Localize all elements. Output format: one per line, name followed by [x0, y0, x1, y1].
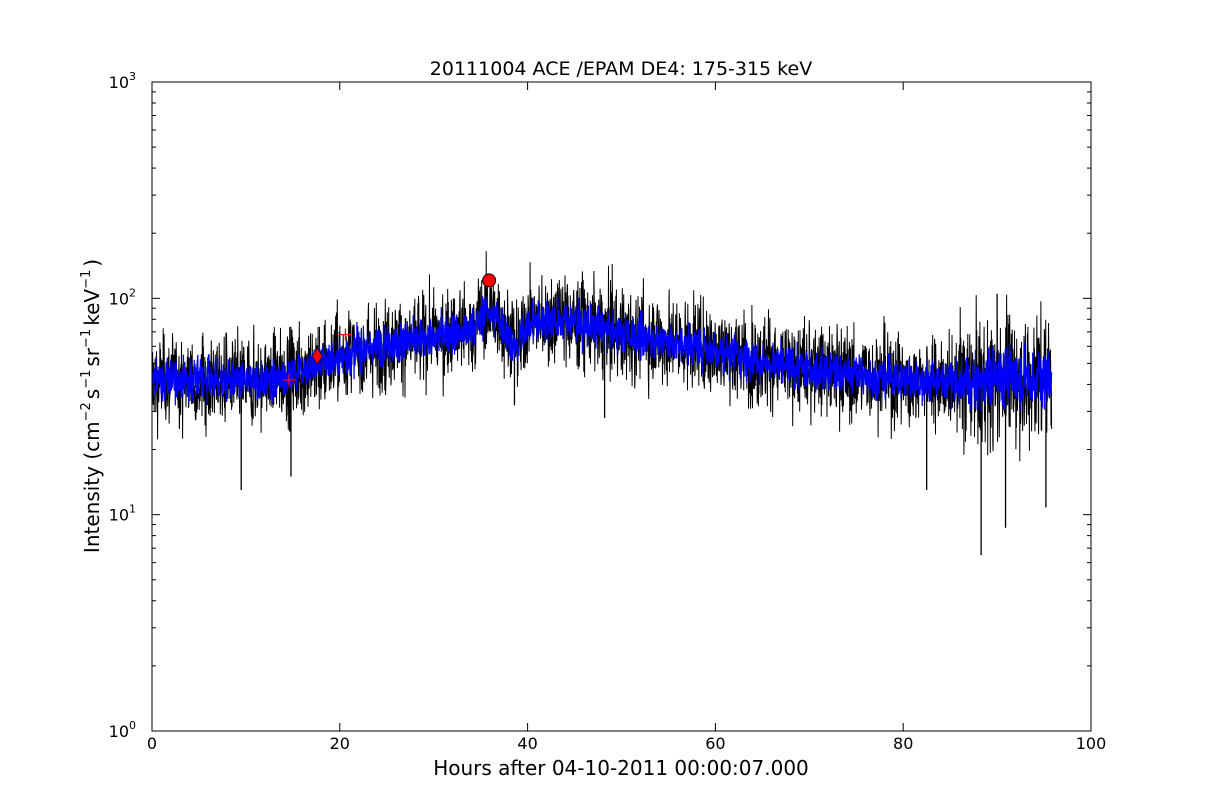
- y-label-sr: sr: [80, 347, 104, 366]
- y-tick-label: 103: [109, 70, 136, 92]
- y-tick-label: 100: [109, 719, 136, 741]
- plot-frame: [151, 81, 1092, 732]
- y-label-sup-3: −1: [79, 329, 94, 348]
- diamond-marker: [311, 347, 323, 365]
- y-label-suffix: ): [80, 259, 104, 267]
- y-label-s: s: [80, 389, 104, 399]
- y-label-sup-2: −1: [79, 370, 94, 389]
- chart-title: 20111004 ACE /EPAM DE4: 175-315 keV: [430, 58, 812, 80]
- y-label-prefix: Intensity (cm: [80, 421, 104, 553]
- x-tick-label: 40: [517, 734, 537, 753]
- circle-marker: [482, 273, 497, 288]
- marker-layer: [283, 273, 497, 386]
- y-label-sup-4: −1: [79, 270, 94, 289]
- x-axis-ticks: 0 20 40 60 80 100: [147, 82, 1106, 753]
- x-tick-label: 80: [893, 734, 913, 753]
- series-smoothed-line: [152, 295, 1053, 412]
- x-tick-label: 100: [1076, 734, 1107, 753]
- x-tick-label: 20: [330, 734, 350, 753]
- x-tick-label: 0: [147, 734, 157, 753]
- y-axis-label: Intensity (cm−2s−1sr−1keV−1): [79, 259, 104, 553]
- series-layer: [152, 251, 1053, 556]
- y-axis-ticks: 100 101 102 103: [109, 70, 1091, 741]
- y-label-kev: keV: [80, 289, 104, 326]
- y-tick-label: 102: [109, 286, 136, 308]
- x-axis-label: Hours after 04-10-2011 00:00:07.000: [433, 756, 809, 780]
- y-tick-label: 101: [109, 503, 136, 525]
- plot-area: [152, 251, 1053, 556]
- x-tick-label: 60: [705, 734, 725, 753]
- y-label-sup-1: −2: [79, 402, 94, 421]
